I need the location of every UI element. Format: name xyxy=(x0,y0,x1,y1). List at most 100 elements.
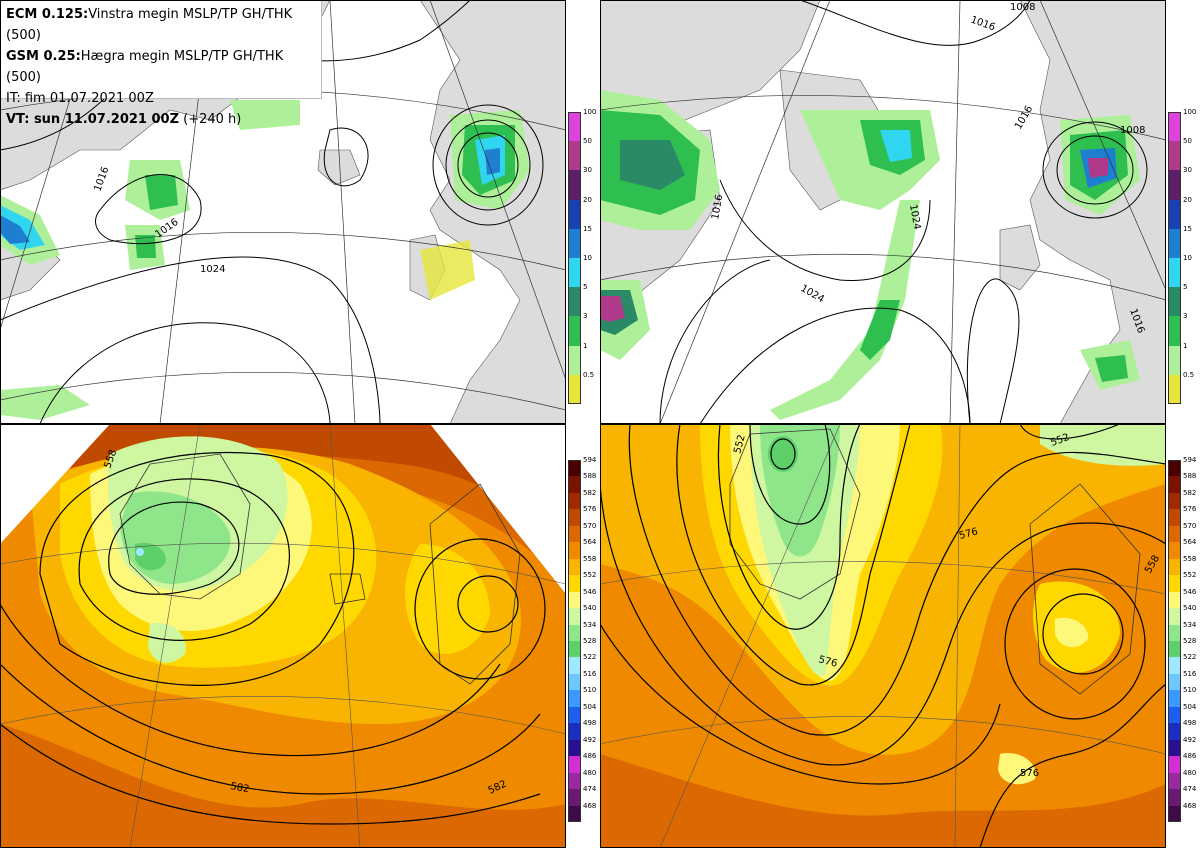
colorbar-tick-label: 582 xyxy=(1183,488,1197,497)
panel-gsm-thickness: 552 552 576 576 576 558 xyxy=(600,424,1166,848)
colorbar-swatch xyxy=(1168,170,1181,200)
colorbar-swatch xyxy=(1168,608,1181,625)
colorbar-swatch xyxy=(568,608,581,625)
colorbar-tick-label: 474 xyxy=(583,785,597,794)
colorbar-swatch xyxy=(568,558,581,576)
colorbar-tick-label: 528 xyxy=(583,637,597,645)
isobar-label: 1016 xyxy=(1013,104,1035,132)
colorbar-swatch xyxy=(568,374,581,404)
colorbar-tick-label: 3 xyxy=(583,312,588,321)
colorbar-swatch xyxy=(1168,199,1181,229)
colorbar-tick-label: 486 xyxy=(583,752,597,761)
isobar-label: 1016 xyxy=(710,194,725,221)
colorbar-tick-label: 15 xyxy=(1183,224,1192,233)
colorbar-tick-label: 50 xyxy=(1183,137,1192,146)
colorbar-tick-label: 486 xyxy=(1183,752,1197,761)
colorbar-tick-label: 492 xyxy=(1183,735,1197,744)
colorbar-swatch xyxy=(568,257,581,288)
colorbar-swatch xyxy=(1168,690,1181,707)
colorbar-swatch xyxy=(568,287,581,317)
model-ecm-label: ECM 0.125: xyxy=(6,7,89,22)
colorbar-swatch xyxy=(568,805,581,822)
colorbar-swatch xyxy=(568,316,581,346)
colorbar-tick-label: 570 xyxy=(583,521,597,530)
colorbar-swatch xyxy=(568,112,581,142)
colorbar-swatch xyxy=(1168,257,1181,288)
lead-time: (+240 h) xyxy=(183,112,242,127)
colorbar-swatch xyxy=(1168,228,1181,258)
colorbar-swatch xyxy=(1168,525,1181,543)
colorbar-swatch xyxy=(568,772,581,790)
colorbar-tick-label: 50 xyxy=(583,137,592,146)
colorbar-tick-label: 1 xyxy=(1183,341,1188,350)
colorbar-tick-label: 558 xyxy=(1183,554,1197,563)
isobar-label: 1024 xyxy=(907,204,922,231)
colorbar-swatch xyxy=(568,509,581,526)
colorbar-tick-label: 516 xyxy=(1183,669,1197,678)
forecast-info-box: ECM 0.125:Vinstra megin MSLP/TP GH/THK (… xyxy=(0,0,322,127)
colorbar-swatch xyxy=(568,170,581,200)
colorbar-swatch xyxy=(568,575,581,592)
panel-gsm-mslp: 1008 1016 1016 1024 1024 1016 1008 1016 xyxy=(600,0,1166,424)
colorbar-tick-label: 10 xyxy=(1183,254,1192,262)
isobar-label: 1024 xyxy=(200,264,225,275)
colorbar-tick-label: 498 xyxy=(583,719,597,728)
colorbar-swatch xyxy=(1168,673,1181,691)
isobar-label: 1016 xyxy=(153,217,180,241)
colorbar-swatch xyxy=(568,228,581,258)
colorbar-swatch xyxy=(1168,739,1181,757)
colorbar-swatch xyxy=(1168,624,1181,641)
colorbar-tick-label: 576 xyxy=(583,505,597,514)
colorbar-tick-label: 1 xyxy=(583,341,588,350)
colorbar-tick-label: 15 xyxy=(583,224,592,233)
panel-ecm-thickness: 558 582 582 xyxy=(0,424,566,848)
height-contour-label: 552 xyxy=(732,433,748,454)
colorbar-tick-label: 588 xyxy=(1183,472,1197,481)
colorbar-tick-label: 0.5 xyxy=(1183,370,1195,379)
valid-time: VT: sun 11.07.2021 00Z xyxy=(6,112,179,127)
colorbar-swatch xyxy=(568,624,581,641)
colorbar-tick-label: 10 xyxy=(583,254,592,262)
precip-colorbar-left xyxy=(568,112,581,404)
colorbar-tick-label: 534 xyxy=(1183,620,1197,629)
colorbar-tick-label: 504 xyxy=(583,702,597,711)
colorbar-tick-label: 516 xyxy=(583,669,597,678)
colorbar-swatch xyxy=(568,476,581,493)
colorbar-tick-label: 20 xyxy=(1183,195,1192,204)
colorbar-tick-label: 468 xyxy=(583,801,597,810)
colorbar-swatch xyxy=(1168,509,1181,526)
colorbar-swatch xyxy=(1168,345,1181,375)
colorbar-tick-label: 0.5 xyxy=(583,370,595,379)
colorbar-swatch xyxy=(568,756,581,773)
colorbar-swatch xyxy=(1168,772,1181,790)
colorbar-tick-label: 534 xyxy=(583,620,597,629)
colorbar-tick-label: 492 xyxy=(583,735,597,744)
colorbar-tick-label: 30 xyxy=(1183,166,1192,175)
colorbar-swatch xyxy=(568,640,581,658)
init-time: IT: fim 01.07.2021 00Z xyxy=(6,91,154,106)
colorbar-swatch xyxy=(1168,316,1181,346)
colorbar-tick-label: 528 xyxy=(1183,637,1197,645)
colorbar-swatch xyxy=(1168,558,1181,576)
colorbar-swatch xyxy=(1168,575,1181,592)
colorbar-tick-label: 468 xyxy=(1183,801,1197,810)
colorbar-swatch xyxy=(568,492,581,510)
model-gsm-label: GSM 0.25: xyxy=(6,49,81,64)
colorbar-swatch xyxy=(568,591,581,609)
isobar-label: 1024 xyxy=(799,283,827,305)
isobar-label: 1016 xyxy=(92,165,111,193)
colorbar-tick-label: 510 xyxy=(1183,686,1197,695)
colorbar-tick-label: 558 xyxy=(583,554,597,563)
colorbar-swatch xyxy=(1168,287,1181,317)
height-contour-label: 576 xyxy=(1020,768,1039,779)
colorbar-tick-label: 540 xyxy=(583,604,597,613)
colorbar-swatch xyxy=(1168,723,1181,740)
isobar-label: 1008 xyxy=(1120,125,1145,136)
colorbar-tick-label: 552 xyxy=(583,571,597,580)
colorbar-swatch xyxy=(1168,591,1181,609)
height-contour-label: 576 xyxy=(958,526,979,542)
height-contour-label: 582 xyxy=(229,781,250,795)
colorbar-tick-label: 474 xyxy=(1183,785,1197,794)
colorbar-tick-label: 588 xyxy=(583,472,597,481)
colorbar-tick-label: 3 xyxy=(1183,312,1188,321)
